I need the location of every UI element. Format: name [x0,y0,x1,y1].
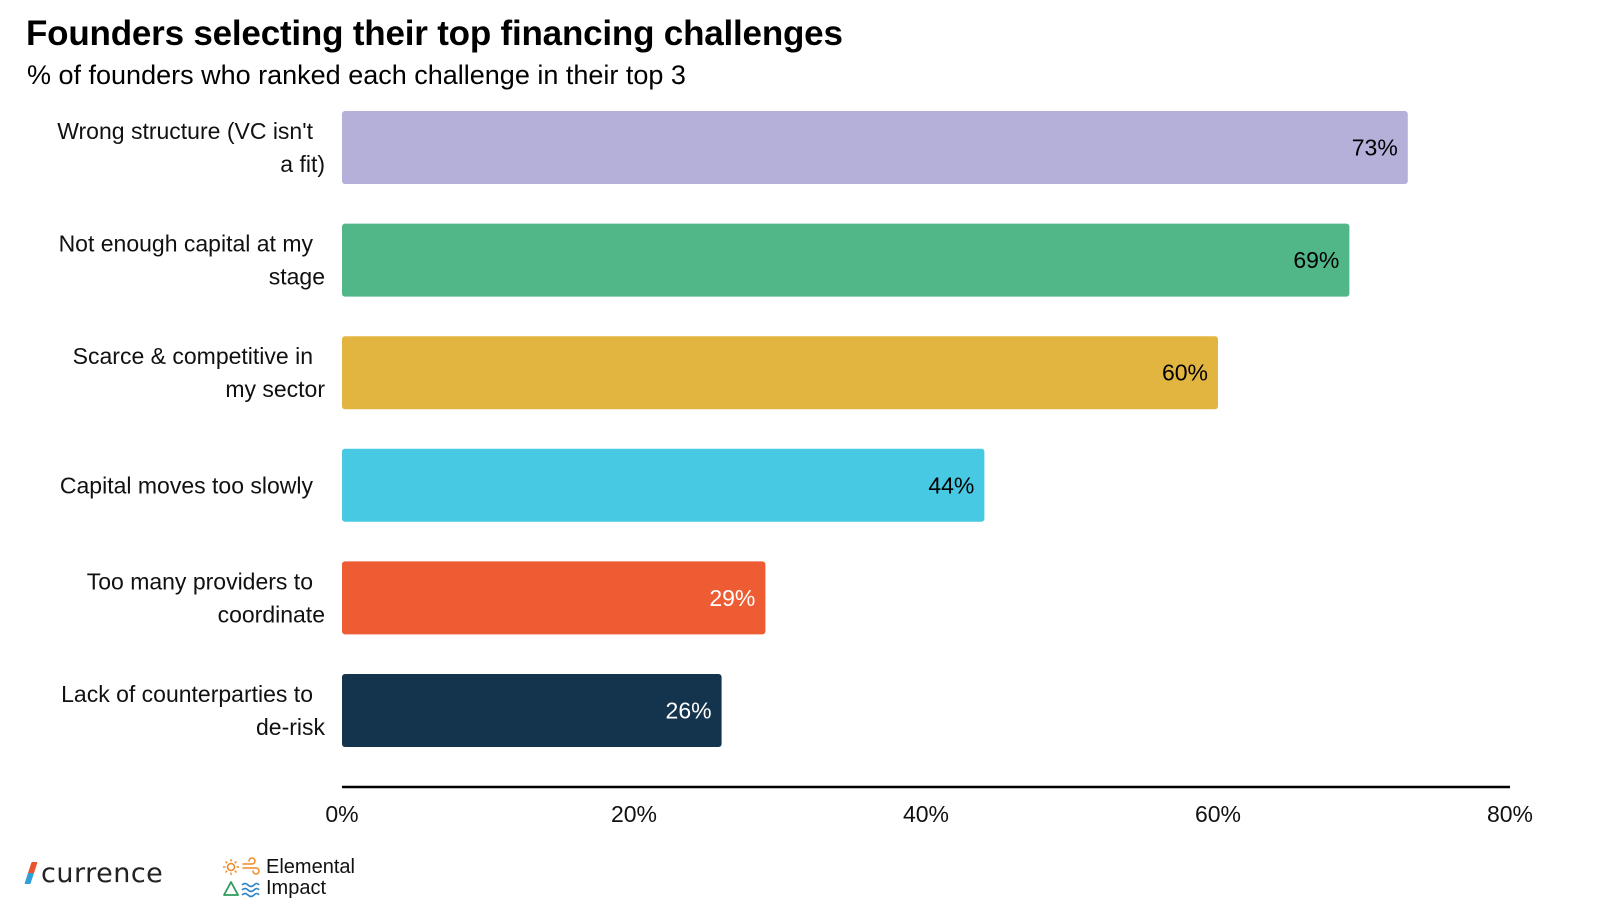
chart-subtitle: % of founders who ranked each challenge … [27,60,686,90]
category-label-1: Wrong structure (VC isn't a fit) [57,118,325,177]
currence-logo-text: currence [41,857,164,889]
category-label-line: Capital moves too slowly [60,472,314,498]
bar-value-label-6: 26% [666,698,712,724]
bar-1 [342,111,1408,184]
x-tick-label-4: 60% [1195,801,1241,827]
x-tick-label-2: 20% [611,801,657,827]
category-label-line: Wrong structure (VC isn't [57,118,313,144]
bar-value-label-3: 60% [1162,360,1208,386]
elemental-logo-line1: Elemental [266,856,355,878]
category-label-line: Not enough capital at my [59,231,314,257]
bar-value-label-4: 44% [928,472,974,498]
category-label-line: Lack of counterparties to [61,681,313,707]
category-label-line: Too many providers to [87,568,313,594]
bar-5 [342,561,766,635]
category-label-line: my sector [225,376,325,402]
category-label-3: Scarce & competitive in my sector [73,343,326,402]
category-label-2: Not enough capital at my stage [59,231,325,290]
chart-title: Founders selecting their top financing c… [26,14,843,53]
bar-value-label-5: 29% [709,585,755,611]
bar-2 [342,223,1350,297]
x-tick-label-5: 80% [1487,801,1533,827]
category-label-line: a fit) [280,151,325,177]
category-label-line: coordinate [218,601,325,627]
category-label-line: de-risk [256,714,326,740]
bar-4 [342,448,985,522]
bar-value-label-1: 73% [1352,135,1398,161]
x-tick-label-3: 40% [903,801,949,827]
bar-6 [342,674,722,747]
category-label-6: Lack of counterparties to de-risk [61,681,325,740]
category-label-5: Too many providers to coordinate [87,568,325,627]
elemental-logo-line2: Impact [266,877,327,899]
category-label-line: Scarce & competitive in [73,343,313,369]
currence-logo: currence [24,856,164,890]
elemental-impact-icon [223,857,260,898]
category-label-line: stage [269,264,325,290]
x-tick-label-1: 0% [325,801,358,827]
category-label-4: Capital moves too slowly [60,472,314,498]
elemental-impact-logo: Elemental Impact [222,857,355,899]
bar-value-label-2: 69% [1293,247,1339,273]
bar-3 [342,336,1218,410]
